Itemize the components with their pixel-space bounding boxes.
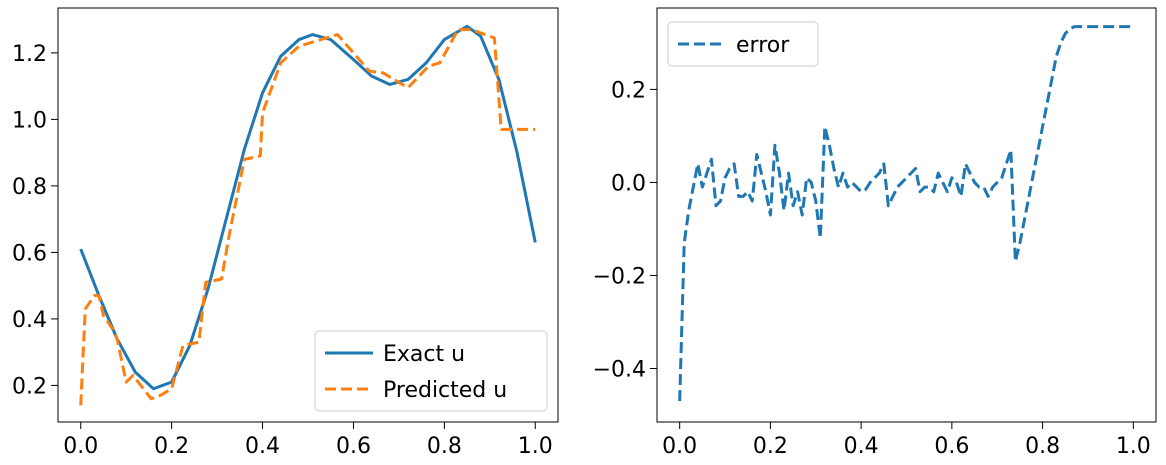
x-tick-label: 1.0 [1116,434,1151,459]
legend: Exact u Predicted u [314,330,548,412]
y-tick-label: 0.6 [12,241,47,266]
x-tick-label: 0.6 [336,434,371,459]
series-line-error [678,25,1134,402]
x-tick-label: 1.0 [518,434,553,459]
legend-label: Exact u [383,342,465,367]
x-tick-label: 0.0 [63,434,98,459]
y-tick-label: −0.2 [593,264,646,289]
x-tick-label: 0.2 [154,434,189,459]
x-tick-label: 0.0 [662,434,697,459]
y-tick-label: 0.2 [611,78,646,103]
x-tick-label: 0.2 [753,434,788,459]
x-tick-label: 0.4 [844,434,879,459]
y-tick-label: −0.4 [593,358,646,383]
series-line-predicted-u [79,28,536,406]
legend-label: error [736,33,790,58]
legend-label: Predicted u [383,378,507,403]
legend: error [667,21,819,67]
x-tick-label: 0.8 [427,434,462,459]
y-tick-label: 0.2 [12,374,47,399]
y-tick-label: 0.4 [12,308,47,333]
x-tick-label: 0.6 [934,434,969,459]
axes-frame [57,7,559,423]
x-tick-label: 0.4 [245,434,280,459]
y-tick-label: 0.8 [12,175,47,200]
left-plot-panel: 0.0 0.2 0.4 0.6 0.8 1.0 0.2 0.4 0.6 0.8 1.0 1.2 Exac… [12,7,559,459]
y-tick-label: 1.2 [12,42,47,67]
y-tick-label: 0.0 [611,171,646,196]
x-tick-label: 0.8 [1025,434,1060,459]
y-tick-label: 1.0 [12,108,47,133]
axes-frame [656,7,1157,423]
right-plot-panel: 0.0 0.2 0.4 0.6 0.8 1.0 −0.4 −0.2 0.0 0.2 error [593,7,1157,459]
